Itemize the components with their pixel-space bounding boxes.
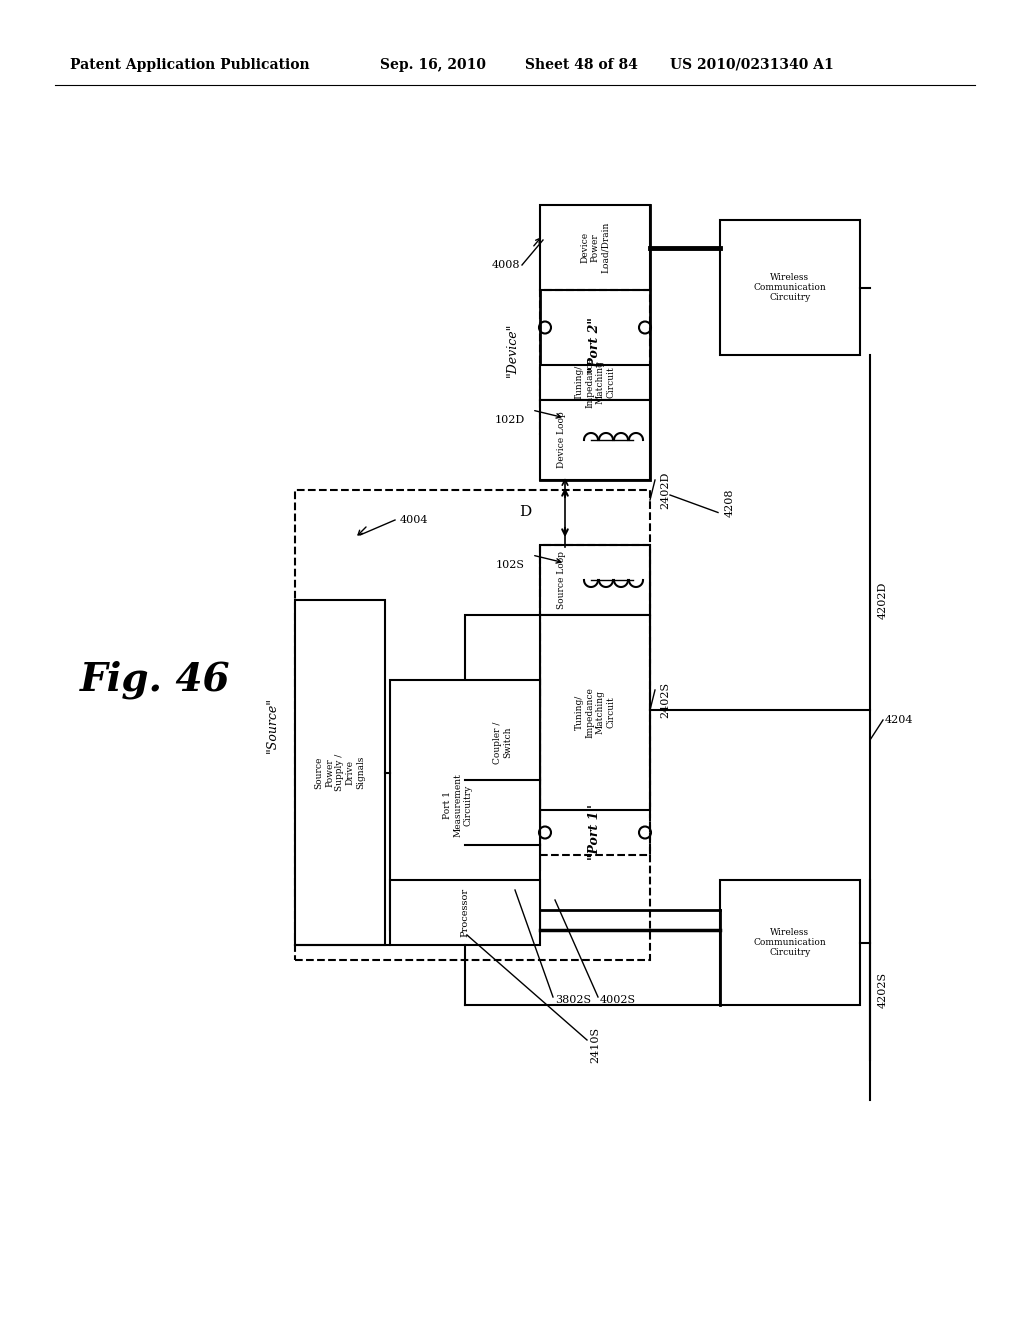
Text: Wireless
Communication
Circuitry: Wireless Communication Circuitry bbox=[754, 928, 826, 957]
Bar bbox=[465, 615, 540, 870]
Text: "Source": "Source" bbox=[265, 697, 279, 752]
Text: 4208: 4208 bbox=[725, 488, 735, 516]
Text: 4202S: 4202S bbox=[878, 972, 888, 1008]
Bar bbox=[540, 545, 650, 855]
Text: 4008: 4008 bbox=[492, 260, 520, 271]
Text: Coupler /
Switch: Coupler / Switch bbox=[493, 721, 512, 764]
Text: Device
Power
Load/Drain: Device Power Load/Drain bbox=[581, 222, 610, 273]
Text: D: D bbox=[519, 506, 531, 520]
Text: Patent Application Publication: Patent Application Publication bbox=[70, 58, 309, 73]
Bar bbox=[390, 880, 540, 945]
Text: Sheet 48 of 84: Sheet 48 of 84 bbox=[525, 58, 638, 73]
Text: 2410S: 2410S bbox=[590, 1027, 600, 1063]
Bar bbox=[540, 205, 650, 480]
Text: Source Loop: Source Loop bbox=[557, 550, 566, 609]
Text: Sep. 16, 2010: Sep. 16, 2010 bbox=[380, 58, 486, 73]
Text: Source
Power
Supply /
Drive
Signals: Source Power Supply / Drive Signals bbox=[314, 754, 366, 791]
Bar bbox=[540, 615, 650, 810]
Text: "Port 2": "Port 2" bbox=[589, 317, 601, 374]
Text: 4002S: 4002S bbox=[600, 995, 636, 1005]
Text: Tuning/
Impedance
Matching
Circuit: Tuning/ Impedance Matching Circuit bbox=[574, 358, 615, 408]
Text: 4202D: 4202D bbox=[878, 581, 888, 619]
Bar bbox=[540, 290, 650, 436]
Text: Processor: Processor bbox=[461, 888, 469, 937]
Text: 102S: 102S bbox=[496, 560, 525, 570]
Bar bbox=[720, 220, 860, 355]
Bar bbox=[390, 680, 540, 931]
Bar bbox=[540, 400, 650, 480]
Bar bbox=[295, 490, 650, 960]
Text: 4004: 4004 bbox=[400, 515, 428, 525]
Text: Fig. 46: Fig. 46 bbox=[80, 661, 230, 700]
Bar bbox=[540, 366, 650, 400]
Text: Device Loop: Device Loop bbox=[557, 412, 566, 469]
Text: 2402S: 2402S bbox=[660, 682, 670, 718]
Bar bbox=[540, 205, 650, 290]
Text: Port 1
Measurement
Circuitry: Port 1 Measurement Circuitry bbox=[443, 774, 473, 837]
Text: Tuning/
Impedance
Matching
Circuit: Tuning/ Impedance Matching Circuit bbox=[574, 688, 615, 738]
Text: Wireless
Communication
Circuitry: Wireless Communication Circuitry bbox=[754, 273, 826, 302]
Text: 3802S: 3802S bbox=[555, 995, 591, 1005]
Text: 2402D: 2402D bbox=[660, 471, 670, 508]
Text: US 2010/0231340 A1: US 2010/0231340 A1 bbox=[670, 58, 834, 73]
Bar bbox=[295, 601, 385, 945]
Text: "Device": "Device" bbox=[506, 323, 518, 378]
Text: "Port 1": "Port 1" bbox=[589, 805, 601, 861]
Text: 4204: 4204 bbox=[885, 715, 913, 725]
Bar bbox=[720, 880, 860, 1005]
Text: 102D: 102D bbox=[495, 414, 525, 425]
Bar bbox=[540, 545, 650, 615]
